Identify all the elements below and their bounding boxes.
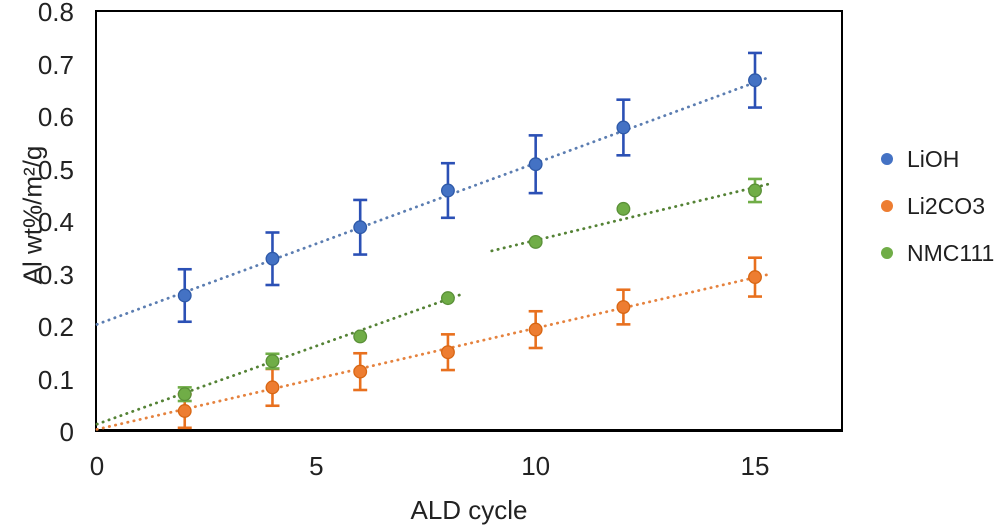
y-tick-label: 0.2 [37, 312, 74, 342]
y-tick-label: 0.3 [37, 259, 74, 290]
legend-item-nmc111: NMC111 [881, 239, 995, 266]
x-tick-label: 5 [309, 451, 324, 481]
legend-label: LiOH [907, 145, 960, 172]
x-tick-label: 0 [89, 451, 105, 481]
y-tick-label: 0.6 [37, 102, 74, 132]
legend-marker-icon [881, 153, 893, 165]
legend-item-lioh: LiOH [881, 145, 994, 172]
x-tick-label: 15 [740, 451, 770, 481]
x-tick-label: 10 [521, 451, 551, 481]
legend-label: Li2CO3 [907, 192, 985, 219]
legend-label: NMC111 [907, 239, 995, 266]
y-tick-label: 0.4 [37, 207, 74, 237]
y-tick-label: 0.7 [37, 49, 74, 80]
y-tick-label: 0.8 [37, 0, 74, 27]
legend-marker-icon [881, 200, 893, 212]
plot-border [95, 10, 843, 432]
legend-marker-icon [881, 247, 893, 259]
y-tick-label: 0.1 [37, 364, 74, 395]
legend-item-li2co3: Li2CO3 [881, 192, 994, 219]
legend: LiOH Li2CO3 NMC111 [881, 145, 995, 266]
y-tick-label: 0 [59, 417, 74, 447]
y-tick-label: 0.5 [37, 154, 74, 185]
x-axis-title: ALD cycle [410, 495, 528, 525]
